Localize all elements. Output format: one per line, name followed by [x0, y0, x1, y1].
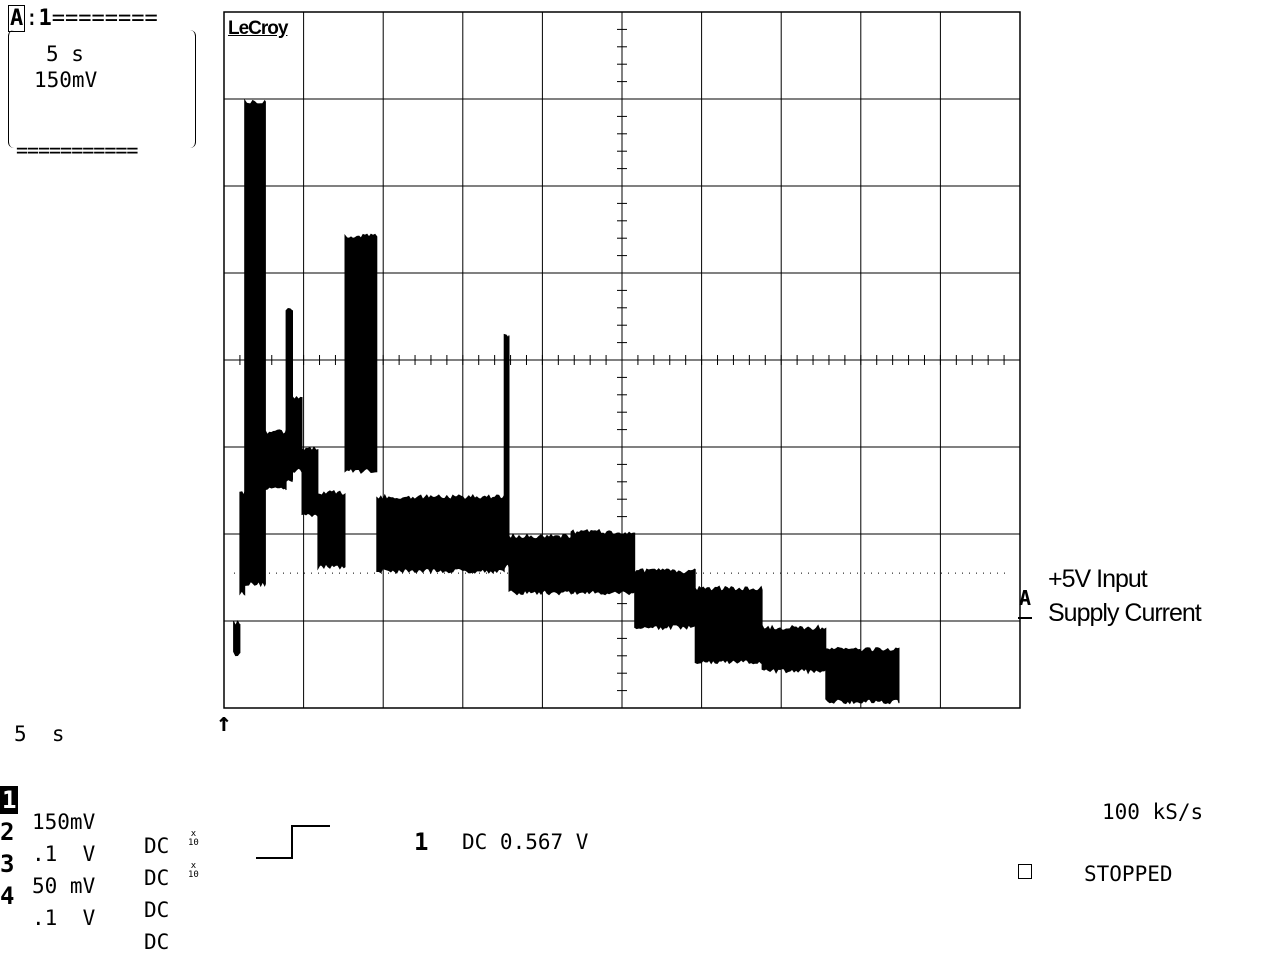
- trace-box-border-right: [189, 30, 196, 148]
- channel-number: 4: [0, 882, 15, 910]
- trace-label-line1: +5V Input: [1048, 565, 1148, 593]
- trigger-position-arrow-icon: ↑: [216, 708, 232, 738]
- channel-coupling: DC: [144, 898, 170, 922]
- trace-box-timebase: 5 s: [46, 42, 84, 66]
- oscilloscope-display: [223, 11, 1021, 709]
- sample-rate: 100 kS/s: [1102, 800, 1204, 824]
- trace-segment: [317, 490, 346, 571]
- trace-segment: [344, 233, 378, 474]
- trace-segment: [694, 585, 763, 665]
- channel-coupling: DC: [144, 930, 170, 954]
- trace-label: +5V Input Supply Current: [1048, 562, 1202, 630]
- trace-id-badge: A: [8, 5, 26, 32]
- trace-channel-number: 1: [38, 6, 52, 31]
- trace-segment: [285, 307, 293, 483]
- trace-box-footer: ===========: [16, 138, 138, 162]
- trace-segment: [503, 333, 510, 571]
- rising-edge-trigger-icon: [256, 825, 330, 859]
- trace-marker-letter: A: [1019, 586, 1032, 610]
- trace-descriptor-box: A:1======== 5 s 150mV ===========: [8, 4, 196, 162]
- trace-box-header: A:1========: [8, 5, 158, 32]
- acquisition-status: STOPPED: [1084, 862, 1173, 886]
- trace-segment: [634, 568, 696, 631]
- trace-box-vertical-scale: 150mV: [34, 68, 98, 92]
- channel-number: 2: [0, 818, 15, 846]
- trace-marker-bar: [1018, 617, 1032, 619]
- trace-box-border-left: [8, 30, 15, 148]
- trigger-channel: 1: [414, 828, 429, 856]
- trace-segment: [239, 491, 246, 596]
- channel-scale: .1 V: [32, 842, 96, 866]
- status-indicator-icon: [1018, 864, 1032, 879]
- channel-scale: 50 mV: [32, 874, 96, 898]
- channel-row-1: 1 150mV DC: [0, 762, 169, 858]
- trace-segment: [301, 446, 319, 518]
- trigger-info: DC 0.567 V: [462, 830, 589, 854]
- channel-number: 1: [0, 786, 19, 814]
- trace-segment: [244, 98, 266, 588]
- trace-segment: [761, 624, 827, 675]
- channel-number: 3: [0, 850, 15, 878]
- trace-segment: [825, 646, 900, 705]
- channel-coupling: DC: [144, 866, 170, 890]
- trace-segment: [264, 429, 287, 491]
- channel-coupling: DC: [144, 834, 170, 858]
- trace-segment: [233, 619, 241, 657]
- brand-logo: LeCroy: [228, 18, 288, 39]
- timebase-readout: 5 s: [14, 722, 65, 746]
- channel-probe-x10: x 10: [188, 829, 199, 848]
- channel-scale: 150mV: [32, 810, 96, 834]
- channel-row-4: 4 .1 V DC x 10: [0, 858, 199, 978]
- channel-row-2: 2 .1 V DC: [0, 794, 169, 890]
- graticule-grid: [223, 11, 1021, 709]
- channel-probe-x10: x 10: [188, 861, 199, 880]
- trace-segment: [292, 395, 303, 473]
- trace-waveform: [233, 98, 900, 705]
- trace-segment: [570, 528, 636, 596]
- trace-label-line2: Supply Current: [1048, 599, 1202, 627]
- trace-segment: [376, 493, 505, 575]
- trace-segment: [508, 533, 572, 596]
- channel-scale: .1 V: [32, 906, 96, 930]
